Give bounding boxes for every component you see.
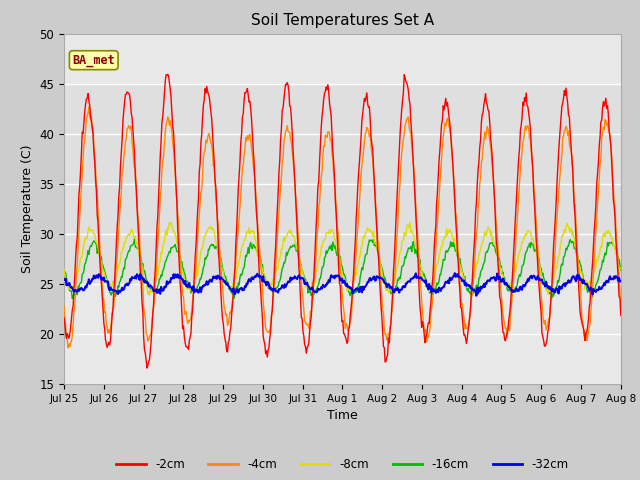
Legend: -2cm, -4cm, -8cm, -16cm, -32cm: -2cm, -4cm, -8cm, -16cm, -32cm — [111, 454, 573, 476]
X-axis label: Time: Time — [327, 409, 358, 422]
Text: BA_met: BA_met — [72, 54, 115, 67]
Title: Soil Temperatures Set A: Soil Temperatures Set A — [251, 13, 434, 28]
Bar — [64, 84, 621, 284]
Y-axis label: Soil Temperature (C): Soil Temperature (C) — [21, 144, 34, 273]
